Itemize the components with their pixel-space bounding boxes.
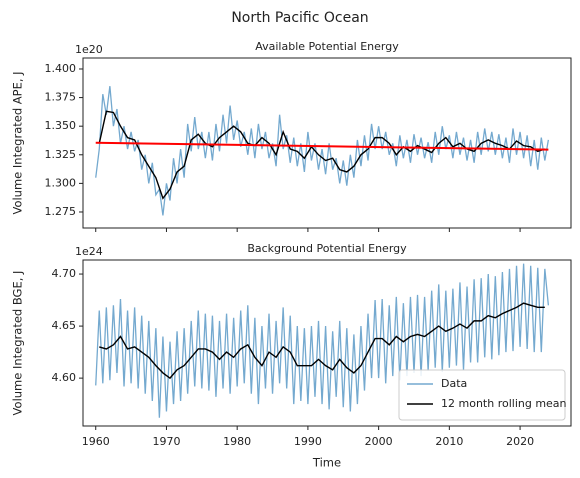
y-tick-label: 1.400 [45,62,77,75]
offset-label: 1e20 [75,43,103,56]
figure-title: North Pacific Ocean [231,10,368,26]
series-line [98,110,546,200]
y-tick-label: 1.350 [45,119,77,132]
legend-box [398,369,566,421]
x-tick-label: 2020 [506,435,534,448]
axes-title: Available Potential Energy [255,40,399,53]
y-tick-label: 1.275 [45,205,77,218]
axes-frame [82,259,572,427]
series-line [95,263,550,418]
legend-label: Data [441,377,467,390]
axes-frame [82,57,572,229]
x-tick-label: 2010 [435,435,463,448]
offset-label: 1e24 [75,245,103,258]
y-tick-label: 4.60 [52,371,77,384]
y-axis-label: Volume Integrated APE, J [11,71,25,214]
y-tick-label: 4.70 [52,267,77,280]
legend-label: 12 month rolling mean [441,397,567,410]
x-tick-label: 1990 [294,435,322,448]
x-tick-label: 2000 [365,435,393,448]
x-tick-label: 1970 [152,435,180,448]
series-line [95,141,549,151]
axes-title: Background Potential Energy [247,242,407,255]
y-axis-label: Volume Integrated BGE, J [11,271,25,416]
x-tick-label: 1980 [223,435,251,448]
series-line [95,86,550,216]
y-tick-label: 1.300 [45,176,77,189]
y-tick-label: 1.325 [45,148,77,161]
y-tick-label: 4.65 [52,319,77,332]
x-axis-label: Time [312,456,341,470]
legend: Data 12 month rolling mean [398,369,567,421]
x-tick-label: 1960 [82,435,110,448]
y-tick-label: 1.375 [45,91,77,104]
series-line [99,302,545,380]
